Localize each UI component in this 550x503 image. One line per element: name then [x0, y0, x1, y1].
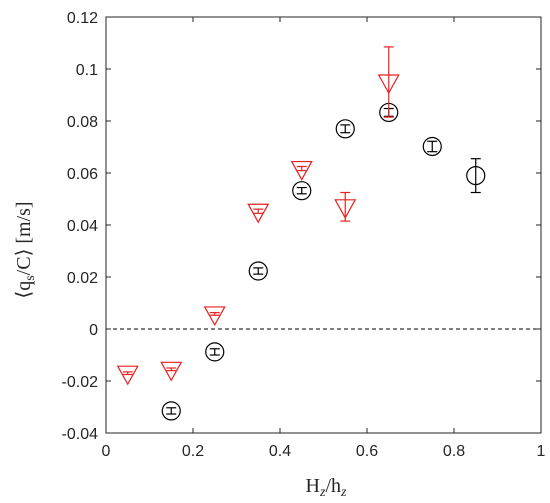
data-point-triangle — [377, 74, 400, 95]
x-tick-label: 0.6 — [356, 443, 378, 460]
data-layer — [116, 46, 486, 421]
series-2 — [116, 46, 400, 386]
data-point-triangle — [203, 306, 226, 327]
data-point-circle — [292, 181, 312, 201]
plot-area — [106, 17, 541, 433]
data-point-circle — [161, 401, 181, 421]
data-point-triangle — [247, 203, 270, 224]
y-tick-label: 0.1 — [76, 62, 98, 79]
x-tick-label: 1 — [537, 443, 546, 460]
y-tick-label: -0.02 — [62, 374, 99, 391]
y-axis-label: ⟨qs/C⟩ [m/s] — [13, 201, 38, 298]
data-point-triangle — [116, 365, 139, 386]
x-tick-label: 0.4 — [269, 443, 291, 460]
data-point-circle — [248, 261, 268, 281]
data-point-triangle — [160, 361, 183, 382]
data-point-triangle — [290, 160, 313, 181]
data-point-triangle — [334, 199, 357, 220]
y-tick-label: 0.02 — [67, 270, 98, 287]
y-tick-label: 0.06 — [67, 166, 98, 183]
data-point-circle — [466, 166, 486, 186]
axis-ticks: 0 0.2 0.4 0.6 0.8 1 -0.04 -0.02 0 0.02 0.04 0.06 0.0… — [62, 10, 546, 460]
y-tick-label: -0.04 — [62, 426, 99, 443]
series-1 — [161, 102, 486, 421]
y-tick-label: 0.08 — [67, 114, 98, 131]
x-tick-label: 0 — [102, 443, 111, 460]
data-point-circle — [422, 136, 442, 157]
y-tick-label: 0.12 — [67, 10, 98, 27]
y-tick-label: 0.04 — [67, 218, 98, 235]
x-tick-label: 0.2 — [182, 443, 204, 460]
x-axis-label: Hz/hz — [306, 475, 347, 500]
data-point-circle — [335, 119, 355, 139]
x-tick-label: 0.8 — [443, 443, 465, 460]
y-tick-label: 0 — [89, 322, 98, 339]
data-point-circle — [205, 342, 225, 362]
